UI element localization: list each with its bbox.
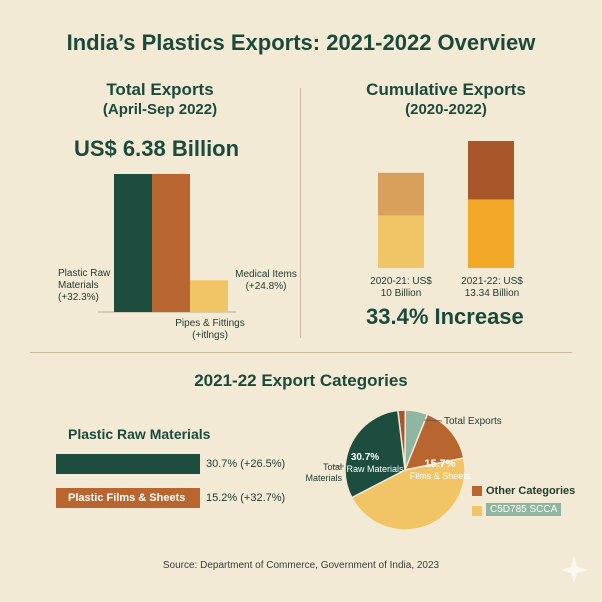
cumulative-heading: Cumulative Exports xyxy=(366,80,526,99)
films-value: 15.2% (+32.7%) xyxy=(206,492,286,504)
sparkle-icon xyxy=(560,556,588,584)
bar-label-pipes: Pipes & Fittings (+itlngs) xyxy=(175,318,245,341)
pie-slice-1 xyxy=(403,413,465,472)
left-bar-2 xyxy=(190,280,228,312)
pie-label-total-exports: Total Exports xyxy=(444,416,502,427)
total-exports-heading: Total Exports xyxy=(106,80,214,99)
pie-slice-0 xyxy=(344,409,406,499)
cumulative-bar-upper-1 xyxy=(468,141,514,200)
cumulative-bar-lower-1 xyxy=(468,199,514,268)
pie-label-films: 15.7% xyxy=(424,458,456,470)
cumulative-label-2021: 2021-22: US$ 13.34 Billion xyxy=(461,276,523,299)
films-bar: Plastic Films & Sheets xyxy=(56,488,200,508)
left-bar-1 xyxy=(152,174,190,312)
left-bar-0 xyxy=(114,174,152,312)
raw-materials-title: Plastic Raw Materials xyxy=(68,426,211,442)
cumulative-bar-upper-0 xyxy=(378,172,424,216)
source-note: Source: Department of Commerce, Governme… xyxy=(162,560,440,571)
horizontal-divider xyxy=(30,352,572,353)
vertical-divider xyxy=(300,88,301,338)
increase-value: 33.4% Increase xyxy=(366,304,524,329)
pie-label-films-name: Films & Sheets xyxy=(409,471,471,481)
legend-label-c5d785: C5D785 SCCA xyxy=(486,503,562,516)
total-exports-period: (April-Sep 2022) xyxy=(102,101,218,118)
pie-slice-2 xyxy=(350,457,466,531)
page-title: India’s Plastics Exports: 2021-2022 Over… xyxy=(66,30,536,55)
legend-label-other: Other Categories xyxy=(486,485,576,497)
raw-materials-bar xyxy=(56,454,200,474)
total-exports-value: US$ 6.38 Billion xyxy=(74,136,240,161)
cumulative-label-2020: 2020-21: US$ 10 Billion xyxy=(370,276,432,299)
legend-swatch-c5d785 xyxy=(472,506,482,516)
films-bar-label: Plastic Films & Sheets xyxy=(68,492,186,504)
categories-heading: 2021-22 Export Categories xyxy=(194,371,408,390)
pie-label-raw: 30.7% xyxy=(350,452,380,463)
bar-label-medical: Medical Items (+24.8%) xyxy=(235,269,297,292)
pie-label-total-materials: Total Materials xyxy=(305,462,342,483)
raw-materials-value: 30.7% (+26.5%) xyxy=(206,458,286,470)
cumulative-period: (2020-2022) xyxy=(405,101,487,118)
legend-swatch-other xyxy=(472,486,482,496)
bar-label-raw: Plastic Raw Materials (+32.3%) xyxy=(58,268,111,303)
pie-label-raw-name: Raw Materials xyxy=(346,464,404,474)
cumulative-bar-lower-0 xyxy=(378,215,424,268)
